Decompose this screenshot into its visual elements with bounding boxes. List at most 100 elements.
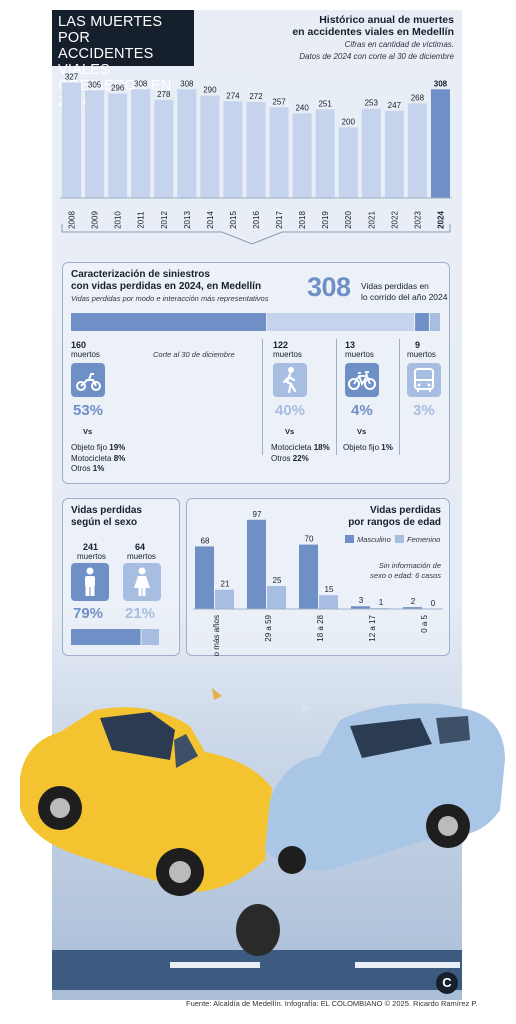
mode-share-segment-3: [429, 313, 440, 331]
female-unit: muertos: [127, 552, 156, 561]
age-bar-0-Femenino: [215, 589, 234, 609]
headline-line-1: LAS MUERTES POR: [58, 14, 163, 46]
year-value-2013: 308: [180, 79, 194, 88]
year-bar-2012: [154, 99, 174, 198]
year-label-2013: 2013: [183, 211, 192, 229]
age-value-0-Femenino: 21: [221, 580, 230, 589]
age-label-2: 18 a 28: [316, 614, 325, 641]
year-bar-2008: [62, 82, 82, 198]
year-label-2010: 2010: [114, 211, 123, 229]
moto-pct: 53%: [73, 402, 104, 419]
bus-icon: [407, 363, 441, 397]
age-value-4-Femenino: 0: [431, 599, 436, 608]
edad-title-1: Vidas perdidas: [370, 505, 441, 516]
mode-share-segment-1: [267, 313, 415, 331]
pedestrian-details: Motocicleta 18% Otros 22%: [271, 443, 330, 463]
history-subtitle-2: Datos de 2024 con corte al 30 de diciemb…: [299, 52, 454, 61]
year-label-2021: 2021: [367, 211, 376, 229]
year-label-2018: 2018: [298, 211, 307, 229]
year-label-2014: 2014: [206, 211, 215, 229]
age-bar-0-Masculino: [195, 546, 214, 609]
age-bar-3-Masculino: [351, 606, 370, 609]
male-count: 241: [83, 542, 99, 552]
edad-note-2: sexo o edad: 6 casos: [370, 571, 441, 580]
male-share-segment: [71, 629, 141, 645]
sexo-panel: Vidas perdidas según el sexo 241 muertos…: [62, 498, 180, 656]
el-colombiano-logo: C: [436, 972, 458, 994]
pedestrian-vs: Vs: [285, 427, 295, 436]
source-credit: Fuente: Alcaldía de Medellín. Infografía…: [186, 999, 478, 1008]
female-pct: 21%: [125, 605, 156, 622]
year-bar-2022: [384, 110, 404, 198]
male-icon: [71, 563, 109, 601]
year-bar-2016: [246, 102, 266, 198]
age-bar-1-Masculino: [247, 519, 266, 609]
year-value-2021: 253: [365, 99, 379, 108]
moto-vs: Vs: [83, 427, 93, 436]
legend-male: Masculino: [357, 535, 391, 544]
female-icon: [123, 563, 161, 601]
year-label-2009: 2009: [91, 211, 100, 229]
age-value-4-Masculino: 2: [411, 597, 416, 606]
year-label-2008: 2008: [68, 211, 77, 229]
caracterizacion-subtitle: Vidas perdidas por modo e interacción má…: [71, 294, 269, 303]
year-bar-2013: [177, 89, 197, 198]
age-value-0-Masculino: 68: [201, 536, 210, 545]
year-value-2024: 308: [434, 79, 448, 88]
age-label-4: 0 a 5: [420, 614, 429, 632]
corte-note: Corte al 30 de diciembre: [153, 350, 235, 359]
year-bar-2021: [361, 108, 381, 198]
age-bar-4-Masculino: [403, 607, 422, 609]
mode-share-segment-2: [415, 313, 429, 331]
year-bar-2015: [223, 101, 243, 198]
age-value-3-Femenino: 1: [379, 598, 384, 607]
bicycle-unit: muertos: [345, 350, 374, 359]
history-title-block: Histórico anual de muertes en accidentes…: [292, 14, 454, 62]
year-label-2015: 2015: [229, 211, 238, 229]
bicycle-pct: 4%: [351, 402, 373, 419]
pedestrian-icon: [273, 363, 307, 397]
year-bar-2023: [407, 103, 427, 198]
age-label-0: 60 o más años: [212, 615, 221, 657]
year-label-2017: 2017: [275, 211, 284, 229]
year-value-2019: 251: [318, 99, 332, 108]
year-bar-2018: [292, 113, 312, 198]
edad-title-2: por rangos de edad: [348, 517, 441, 528]
legend-female: Femenino: [407, 535, 441, 544]
total-label-2: lo corrido del año 2024: [361, 292, 448, 302]
year-label-2016: 2016: [252, 211, 261, 229]
year-value-2012: 278: [157, 90, 171, 99]
mode-share-segment-0: [71, 313, 267, 331]
year-bar-2011: [131, 89, 151, 198]
age-bar-2-Femenino: [319, 595, 338, 609]
sexo-title-1: Vidas perdidas: [71, 505, 142, 516]
sexo-title-2: según el sexo: [71, 517, 138, 528]
pedestrian-pct: 40%: [275, 402, 306, 419]
bicycle-count: 13: [345, 340, 356, 350]
total-label-1: Vidas perdidas en: [361, 281, 429, 291]
year-value-2023: 268: [411, 93, 425, 102]
year-value-2020: 200: [342, 117, 356, 126]
sex-share-bar: [71, 629, 159, 645]
male-unit: muertos: [77, 552, 106, 561]
bicycle-vs: Vs: [357, 427, 367, 436]
age-label-1: 29 a 59: [264, 614, 273, 641]
bus-count: 9: [415, 340, 421, 350]
motorcycle-icon: [71, 363, 105, 397]
year-label-2019: 2019: [321, 211, 330, 229]
female-share-segment: [141, 629, 159, 645]
bus-pct: 3%: [413, 402, 435, 419]
history-title-1: Histórico anual de muertes: [319, 14, 454, 26]
year-value-2009: 305: [88, 80, 102, 89]
year-value-2015: 274: [226, 91, 240, 100]
year-bar-2020: [338, 127, 358, 198]
age-value-1-Masculino: 97: [253, 510, 262, 519]
pedestrian-unit: muertos: [273, 350, 302, 359]
legend-male-swatch: [345, 535, 354, 543]
year-value-2008: 327: [65, 73, 79, 82]
age-bar-1-Femenino: [267, 586, 286, 609]
year-value-2014: 290: [203, 86, 217, 95]
year-bar-2019: [315, 109, 335, 198]
moto-details: Objeto fijo 19% Motocicleta 8% Otros 1%: [71, 443, 126, 473]
total-deaths-number: 308: [307, 272, 351, 302]
